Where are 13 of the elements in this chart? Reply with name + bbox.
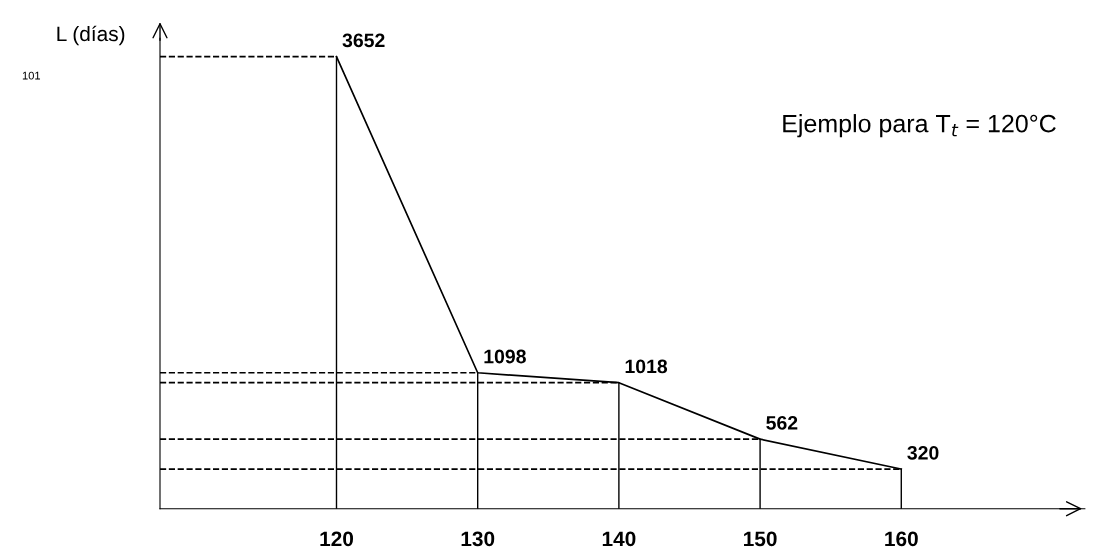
x-tick-label: 120: [320, 531, 354, 547]
annotation: Ejemplo para T$_{t}$ = 120°C: [783, 114, 1056, 138]
data-label: 320: [907, 445, 939, 460]
data-label: 1018: [625, 359, 668, 374]
x-tick-label: 130: [461, 531, 495, 547]
x-tick-label: 140: [602, 531, 636, 547]
x-tick-label: 160: [885, 531, 918, 547]
text: 101: [22, 71, 41, 80]
data-label: 3652: [342, 33, 385, 48]
x-tick-label: 150: [744, 531, 777, 547]
data-label: 1098: [484, 349, 526, 364]
data-label: 562: [766, 415, 798, 430]
y-axis-title: L (días): [57, 25, 125, 46]
